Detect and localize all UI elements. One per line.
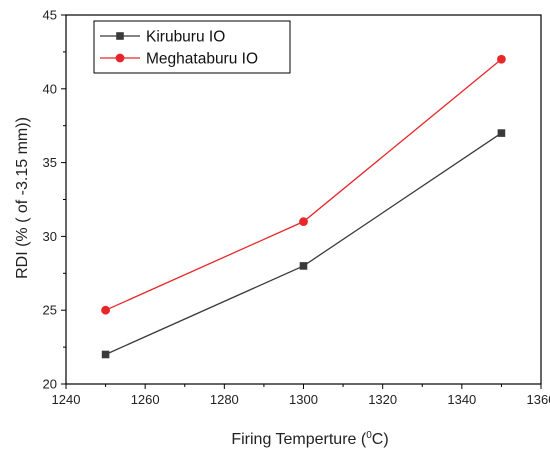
x-tick-label: 1300 xyxy=(289,392,318,407)
data-point xyxy=(101,350,110,359)
y-axis-title: RDI (% ( of -3.15 mm)) xyxy=(14,117,31,279)
series-line-1 xyxy=(105,132,502,356)
y-tick-label: 40 xyxy=(43,81,57,96)
x-tick-label: 1360 xyxy=(527,392,550,407)
data-point xyxy=(299,262,308,270)
legend-label: Kiruburu IO xyxy=(146,29,225,46)
x-tick-label: 1280 xyxy=(210,392,239,407)
x-tick-label: 1240 xyxy=(52,392,81,407)
data-point xyxy=(101,305,110,315)
legend: Kiruburu IO Meghataburu IO xyxy=(93,20,291,74)
y-tick-label: 30 xyxy=(43,229,57,244)
y-tick-label: 25 xyxy=(43,303,57,318)
x-axis: 1240 1260 1280 1300 1320 1340 1360 xyxy=(52,384,550,407)
data-point xyxy=(497,129,506,137)
x-tick-label: 1320 xyxy=(368,392,397,407)
y-tick-label: 45 xyxy=(43,8,57,23)
x-tick-label: 1260 xyxy=(131,392,160,407)
legend-marker xyxy=(116,32,124,40)
legend-label: Meghataburu IO xyxy=(146,51,258,68)
y-tick-label: 20 xyxy=(43,377,57,392)
series-line-2 xyxy=(105,58,502,311)
y-tick-label: 35 xyxy=(43,155,57,170)
data-point xyxy=(299,217,308,227)
y-axis: 20 25 30 35 40 45 xyxy=(43,8,66,392)
data-point xyxy=(497,54,506,64)
legend-marker xyxy=(115,53,125,63)
x-tick-label: 1340 xyxy=(447,392,476,407)
series-layer xyxy=(101,54,506,359)
x-axis-title: Firing Temperture (0C) xyxy=(231,430,388,448)
legend-box xyxy=(93,20,291,74)
